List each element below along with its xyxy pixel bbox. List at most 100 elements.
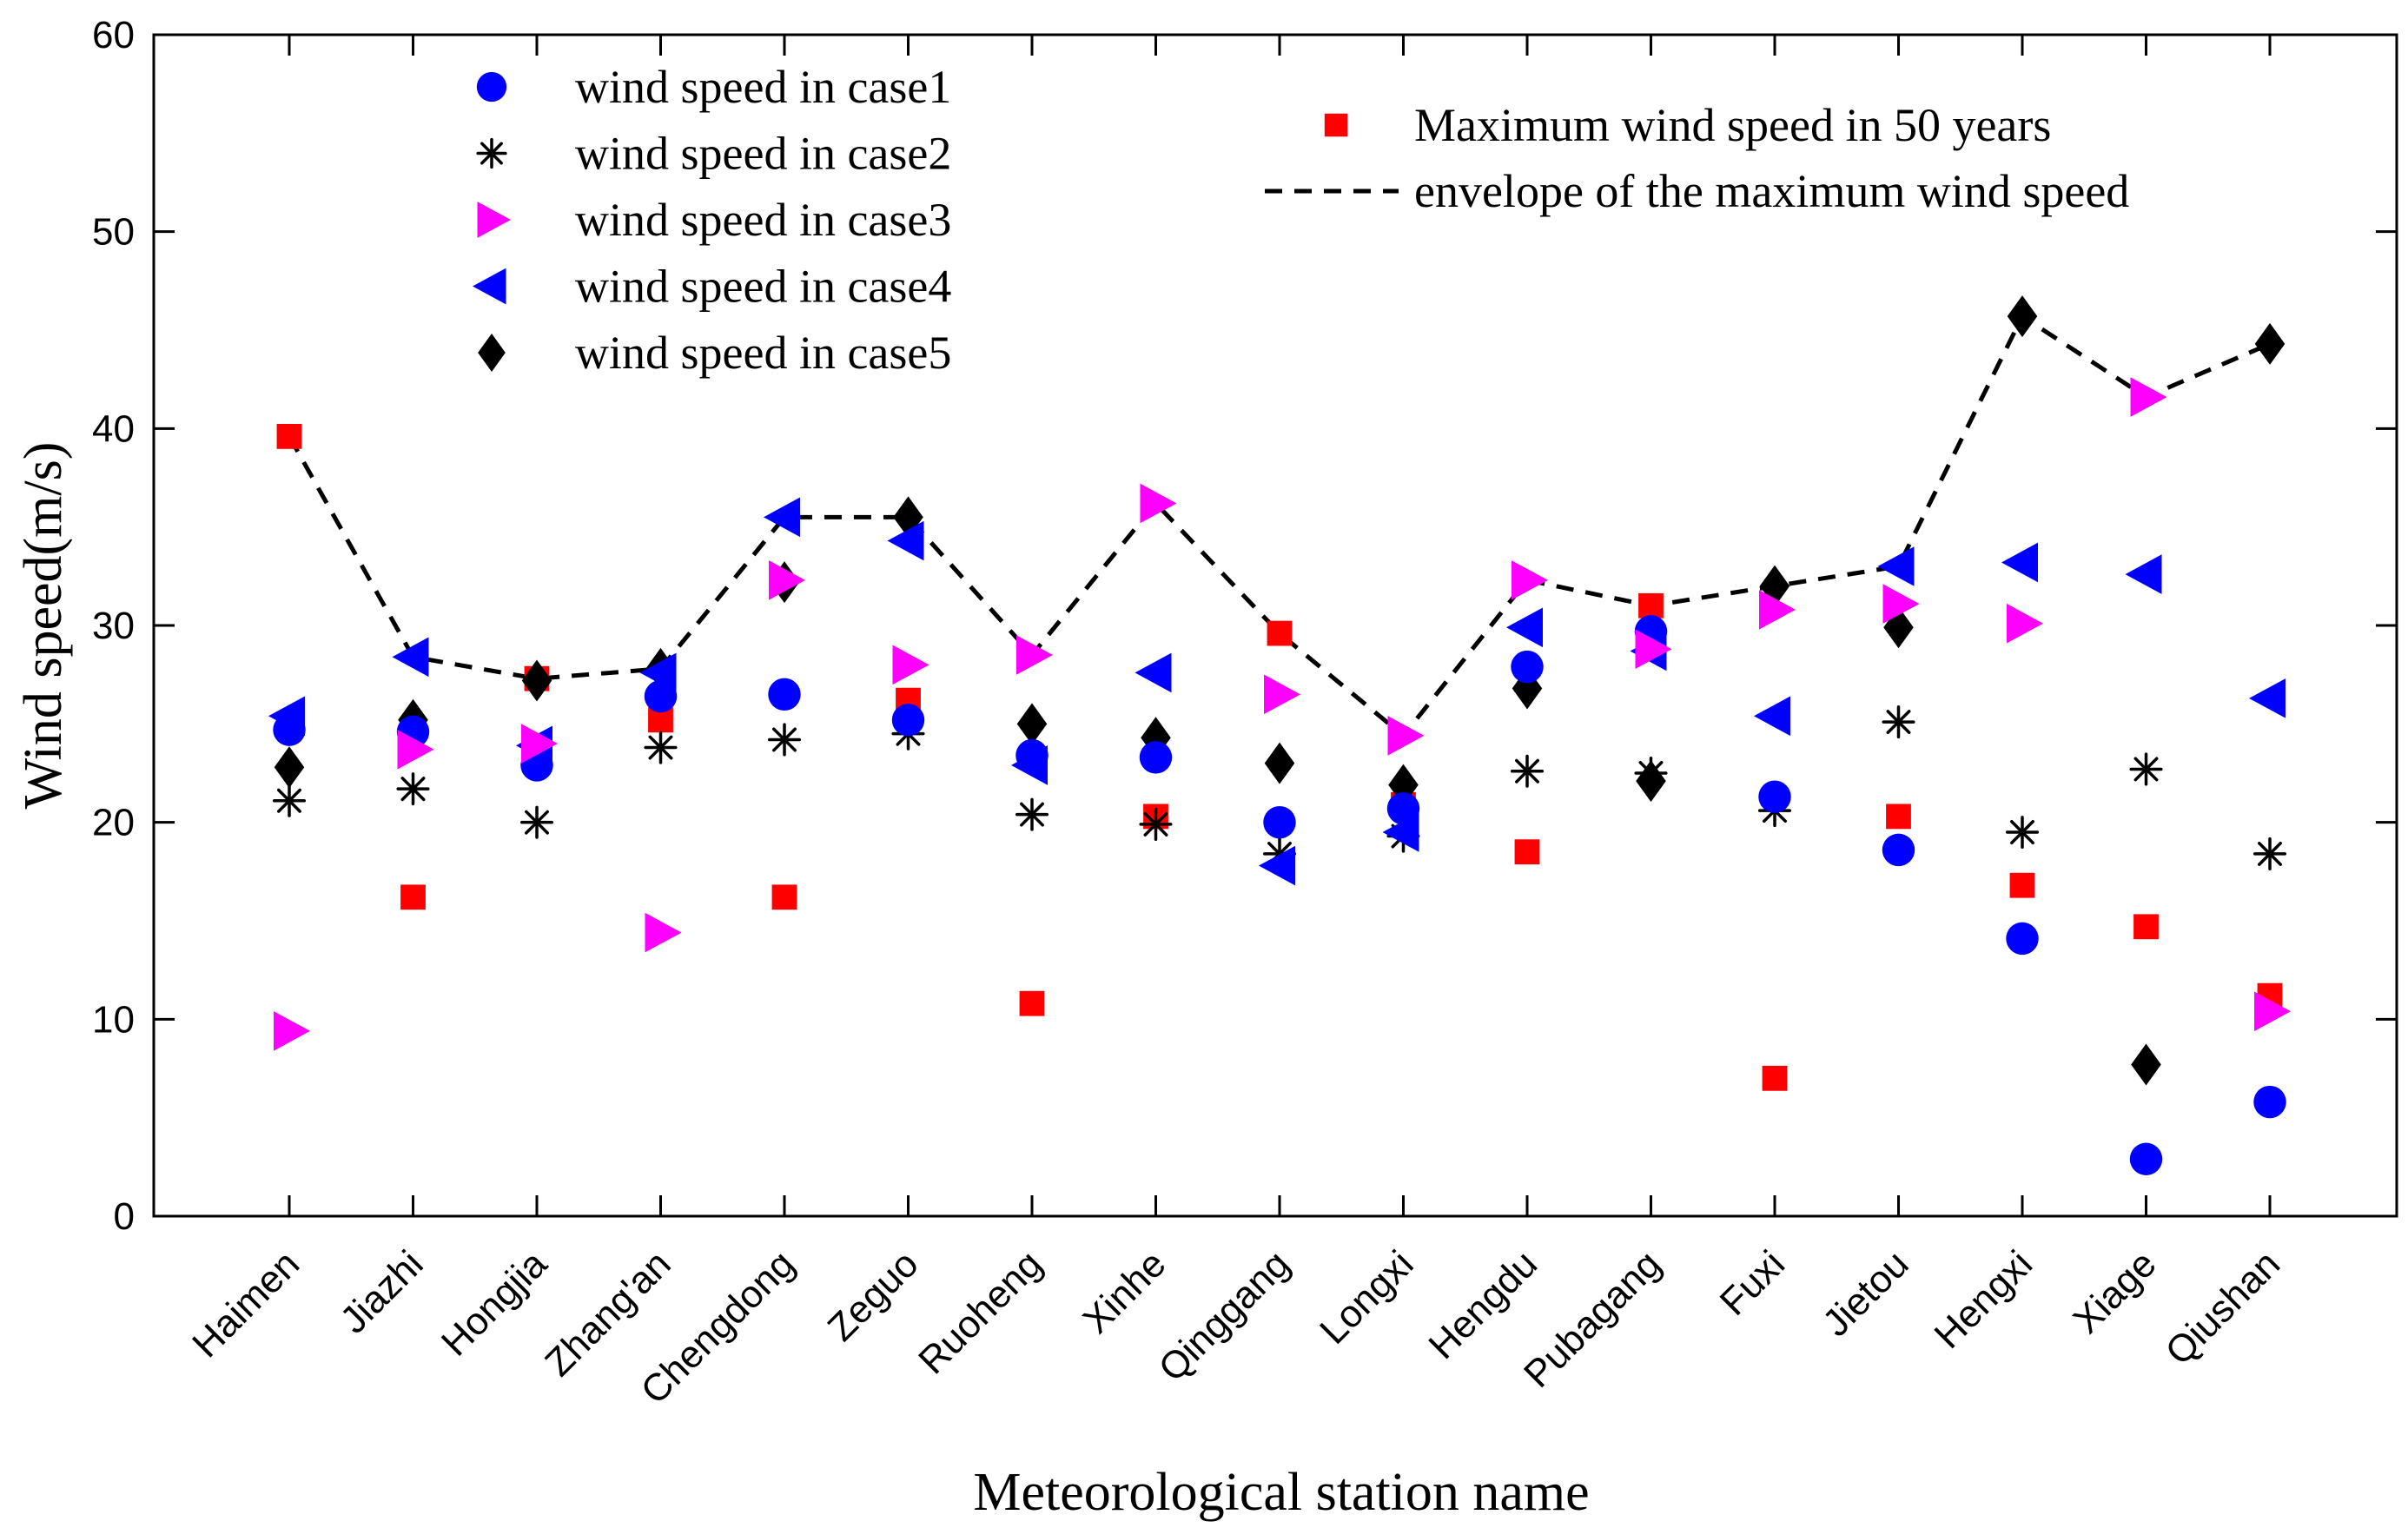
data-point [2254, 322, 2286, 365]
x-axis-title: Meteorological station name [973, 1463, 1589, 1522]
data-point [1019, 990, 1045, 1016]
legend-item: wind speed in case3 [477, 194, 951, 246]
legend-item: wind speed in case5 [478, 327, 951, 379]
legend-marker [477, 202, 511, 238]
legend-item: wind speed in case1 [476, 61, 951, 113]
legend-item: wind speed in case4 [473, 261, 951, 313]
data-point [1882, 584, 1920, 624]
data-point [1638, 592, 1664, 618]
data-point [519, 805, 554, 839]
data-point [1511, 650, 1544, 684]
y-tick-label: 60 [92, 14, 135, 56]
y-tick-label: 50 [92, 211, 135, 254]
data-point [892, 645, 929, 685]
data-point [1510, 754, 1545, 788]
data-point [2253, 1085, 2286, 1119]
x-tick-label: Ruoheng [910, 1242, 1050, 1382]
data-point [2009, 872, 2035, 898]
legend-marker [476, 137, 507, 169]
data-point [1635, 629, 1672, 669]
data-point [521, 659, 552, 702]
data-point [1267, 620, 1293, 646]
series-3 [274, 377, 2291, 1051]
legend-item: envelope of the maximum wind speed [1265, 165, 2129, 217]
x-tick-label: Zeguo [820, 1242, 927, 1349]
data-point [887, 520, 924, 561]
data-point [1264, 674, 1300, 715]
y-tick-label: 20 [92, 802, 135, 844]
data-point [392, 637, 429, 678]
data-point [2133, 914, 2159, 940]
y-tick-label: 30 [92, 605, 135, 647]
data-point [1015, 738, 1049, 772]
data-point [1015, 797, 1049, 831]
data-point [1506, 607, 1543, 648]
data-point [645, 912, 682, 953]
y-tick-label: 0 [114, 1195, 135, 1238]
data-point [764, 497, 800, 538]
data-point [1758, 780, 1791, 813]
data-point [1386, 792, 1420, 825]
data-point [1754, 696, 1790, 737]
x-tick-label: Hengxi [1927, 1242, 2041, 1356]
data-point [2125, 554, 2162, 594]
data-point [1387, 716, 1425, 756]
data-point [2005, 815, 2040, 850]
data-point [771, 884, 797, 910]
data-point [1263, 805, 1296, 839]
legend-label: envelope of the maximum wind speed [1414, 165, 2129, 217]
data-point [2001, 542, 2038, 583]
data-point [1139, 741, 1173, 774]
data-point [1016, 635, 1053, 675]
data-point [2007, 295, 2038, 338]
data-point [2249, 678, 2286, 718]
data-point [397, 730, 434, 770]
data-point [2129, 1142, 2163, 1175]
y-tick-label: 10 [92, 998, 135, 1041]
data-point [1882, 833, 1915, 867]
x-tick-label: Hongjia [433, 1242, 556, 1365]
data-point [274, 1011, 310, 1051]
data-point [2130, 377, 2167, 417]
y-axis: 0 10 20 30 40 50 60 [92, 14, 2397, 1238]
data-point [767, 723, 802, 757]
data-point [1139, 807, 1173, 841]
data-point [2254, 991, 2291, 1032]
data-point [1883, 606, 1914, 649]
data-point [276, 424, 302, 449]
x-tick-label: Hengdu [1420, 1242, 1545, 1367]
data-point [396, 772, 430, 806]
legend-label: Maximum wind speed in 50 years [1414, 99, 2051, 151]
data-point [400, 884, 426, 910]
x-tick-label: Fuxi [1712, 1242, 1793, 1323]
data-point [1016, 703, 1048, 745]
data-point [2006, 922, 2039, 956]
legend-item: wind speed in case2 [476, 128, 951, 180]
legend-marker [478, 334, 506, 372]
marks-layer [268, 295, 2291, 1175]
data-point [2131, 1043, 2161, 1086]
legend-label: wind speed in case3 [575, 194, 951, 246]
data-point [1759, 590, 1796, 630]
data-point [768, 678, 801, 711]
x-tick-label: Longxi [1312, 1242, 1421, 1352]
data-point [274, 746, 305, 789]
legend: wind speed in case1 wind speed in case2 wi… [473, 61, 2129, 379]
x-tick-label: Haimen [184, 1242, 308, 1366]
data-point [1135, 652, 1172, 693]
y-axis-title: Wind speed(m/s) [14, 442, 73, 810]
data-point [1762, 1065, 1788, 1091]
legend-label: wind speed in case4 [575, 261, 951, 313]
data-point [1877, 546, 1915, 586]
data-point [1259, 845, 1295, 886]
x-tick-label: Jiazhi [332, 1242, 431, 1341]
data-point [1882, 705, 1915, 739]
data-point [1264, 742, 1295, 784]
data-point [2129, 752, 2163, 786]
data-point [644, 731, 678, 764]
data-point [1886, 804, 1911, 830]
legend-label: wind speed in case2 [575, 128, 951, 180]
data-point [1634, 756, 1668, 790]
x-tick-label: Pubagang [1516, 1242, 1670, 1396]
